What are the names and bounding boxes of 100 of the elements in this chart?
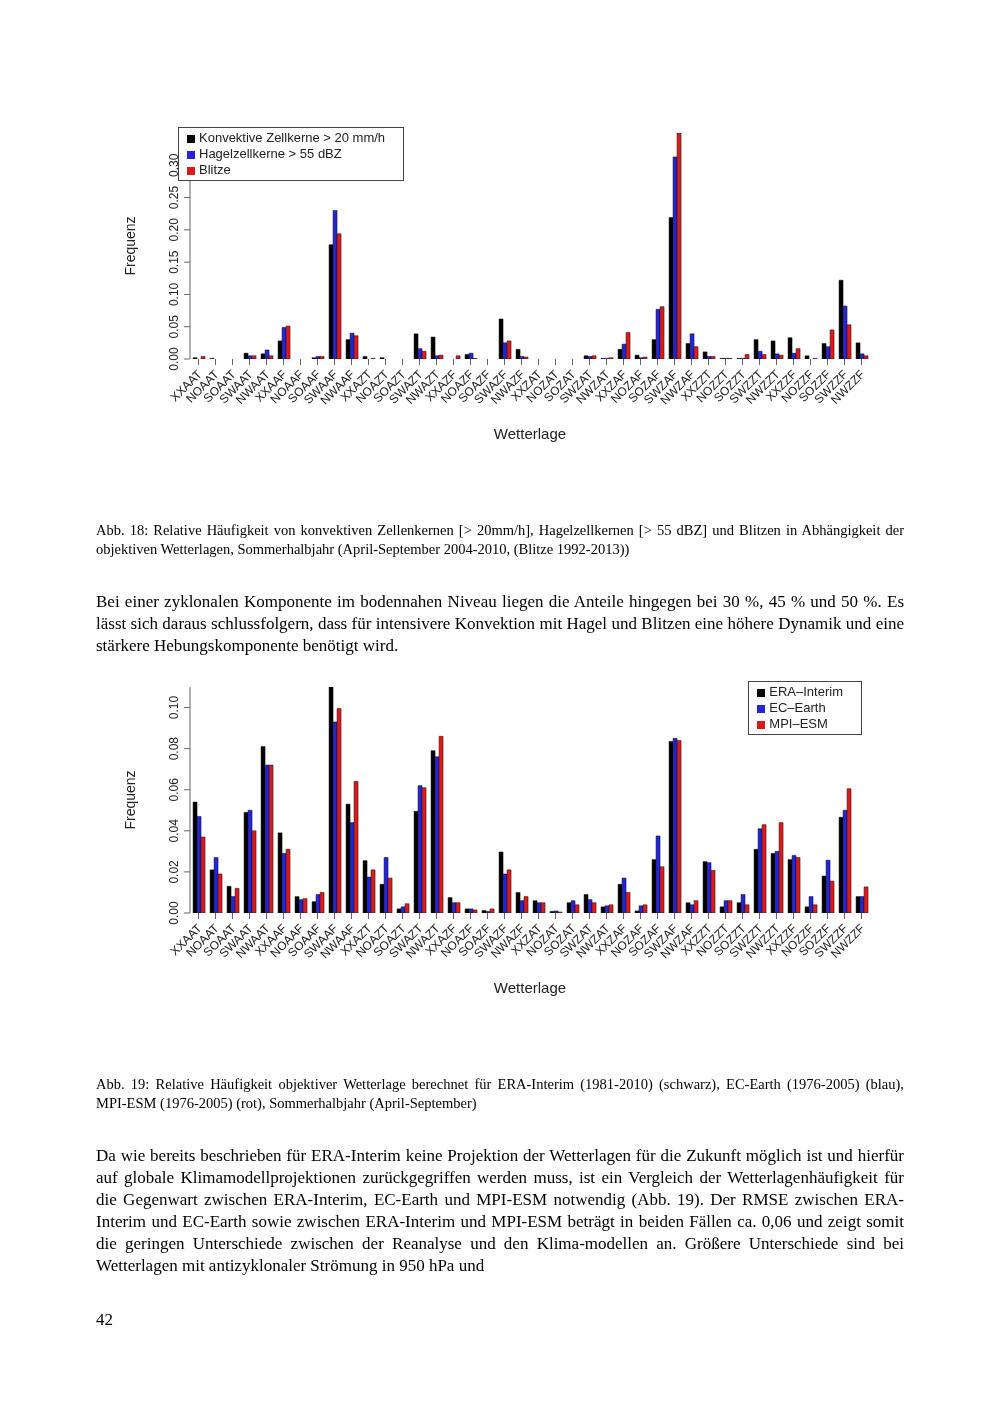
bar xyxy=(464,908,470,913)
bar xyxy=(778,354,784,359)
bar xyxy=(264,349,270,359)
bar xyxy=(655,835,661,913)
y-tick-label: 0.20 xyxy=(167,217,181,242)
bar xyxy=(489,908,495,913)
bar xyxy=(268,764,274,913)
bar xyxy=(285,325,291,359)
bar xyxy=(642,904,648,913)
bar xyxy=(319,892,325,913)
bar xyxy=(498,851,504,913)
bar xyxy=(243,352,249,359)
y-tick-label: 0.10 xyxy=(167,695,181,720)
bar xyxy=(540,902,546,913)
bar xyxy=(829,329,835,359)
bar xyxy=(481,910,487,913)
bar xyxy=(328,686,334,913)
bar xyxy=(523,896,529,913)
bar xyxy=(795,857,801,913)
y-tick-label: 0.05 xyxy=(167,314,181,339)
bar xyxy=(349,332,355,359)
bar xyxy=(553,910,559,913)
bar xyxy=(251,355,257,359)
bar xyxy=(404,903,410,913)
bar xyxy=(362,860,368,913)
bar xyxy=(213,857,219,913)
text: Bei einer zyklonalen Komponente im bodennahen Niveau liegen die Anteile hingegen bei 30 %, 45 % und 50 %. Es lässt sich daraus schlussfolgern, dass für intensivere Konvektion mit Hagel und Blitzen eine höhere Dynamik und eine stärkere Hebungskomponente benötigt wird. xyxy=(96,590,904,657)
bar xyxy=(226,886,232,913)
y-tick-label: 0.10 xyxy=(167,282,181,307)
bar xyxy=(604,905,610,913)
legend-label: ERA–Interim xyxy=(769,683,843,699)
bar xyxy=(676,133,682,359)
y-tick-label: 0.06 xyxy=(167,777,181,802)
bar xyxy=(689,904,695,913)
bar xyxy=(536,902,542,913)
bar xyxy=(676,740,682,913)
bar xyxy=(574,904,580,913)
bar xyxy=(438,354,444,359)
bar xyxy=(621,877,627,913)
bar xyxy=(315,356,321,359)
text: Da wie bereits beschrieben für ERA-Interim keine Projektion der Wetterlagen für die Zukunft möglich ist und hierfür auf globale Klimamodellprojektionen zurückgegriffen werden muss, ist ein Vergleich der Wetterlagenhäufigkeit für die Gegenwart zwischen ERA-Interim, EC-Earth und MPI-ESM notwendig (Abb. 19). Der RMSE zwischen ERA-Interim und EC-Earth sowie zwischen ERA-Interim und MPI-ESM beträgt in beiden Fällen ca. 0,06 und zeigt somit die geringen Unterschiede zwischen der Reanalyse und den Klima-modellen an. Größere Unterschiede sind bei Wetterlagen mit antizyklonaler Strömung in 950 hPa und xyxy=(96,1144,904,1278)
bar xyxy=(315,894,321,913)
bar xyxy=(353,781,359,913)
x-axis-title: Wetterlage xyxy=(493,978,567,996)
bar xyxy=(472,909,478,913)
bar xyxy=(706,862,712,913)
bar xyxy=(260,353,266,359)
bar xyxy=(685,902,691,913)
y-axis-title: Frequenz xyxy=(121,216,138,276)
bar xyxy=(838,279,844,359)
bar xyxy=(740,894,746,913)
caption: Abb. 18: Relative Häufigkeit von konvektiven Zellenkernen [> 20mm/h], Hagelzellkernen [> 55 dBZ] und Blitzen in Abhängigkeit der objektiven Wetterlagen, Sommerhalbjahr (April-September 2004-2010, (Blitze 1992-2013)) xyxy=(96,521,904,559)
bar xyxy=(591,902,597,913)
bar xyxy=(634,354,640,359)
bar xyxy=(778,822,784,913)
bar xyxy=(753,339,759,359)
bar xyxy=(702,351,708,359)
bar xyxy=(702,861,708,913)
bar xyxy=(846,788,852,913)
bar xyxy=(566,902,572,913)
bar xyxy=(400,906,406,913)
legend-label: MPI–ESM xyxy=(769,715,828,731)
bar xyxy=(863,355,869,359)
bar xyxy=(570,900,576,913)
bar xyxy=(600,906,606,913)
bar xyxy=(447,897,453,913)
y-tick-label: 0.02 xyxy=(167,859,181,884)
bar xyxy=(247,355,253,359)
bar xyxy=(625,332,631,359)
bar xyxy=(761,824,767,913)
y-tick-label: 0.15 xyxy=(167,250,181,274)
legend-label: EC–Earth xyxy=(769,699,826,715)
bar xyxy=(855,342,861,359)
bar xyxy=(795,348,801,359)
y-tick-label: 0.04 xyxy=(167,818,181,843)
bar xyxy=(234,888,240,913)
bar xyxy=(468,352,474,359)
y-tick-label: 0.08 xyxy=(167,736,181,761)
bar xyxy=(438,736,444,913)
bar xyxy=(421,787,427,913)
bar xyxy=(855,896,861,913)
bar xyxy=(583,355,589,359)
bar xyxy=(587,356,593,359)
y-tick-label: 0.00 xyxy=(167,347,181,371)
bar xyxy=(464,354,470,359)
bar xyxy=(421,351,427,359)
bar xyxy=(192,801,198,913)
y-tick-label: 0.00 xyxy=(167,900,181,925)
bar xyxy=(761,354,767,359)
bar xyxy=(608,904,614,913)
bar xyxy=(787,337,793,359)
bar xyxy=(659,306,665,359)
bar xyxy=(353,335,359,359)
bar xyxy=(804,355,810,359)
bar xyxy=(430,336,436,359)
bar xyxy=(281,327,287,359)
bar xyxy=(200,356,206,359)
bar xyxy=(294,896,300,913)
bar xyxy=(455,902,461,913)
legend-label: Hagelzellkerne > 55 dBZ xyxy=(199,146,342,161)
